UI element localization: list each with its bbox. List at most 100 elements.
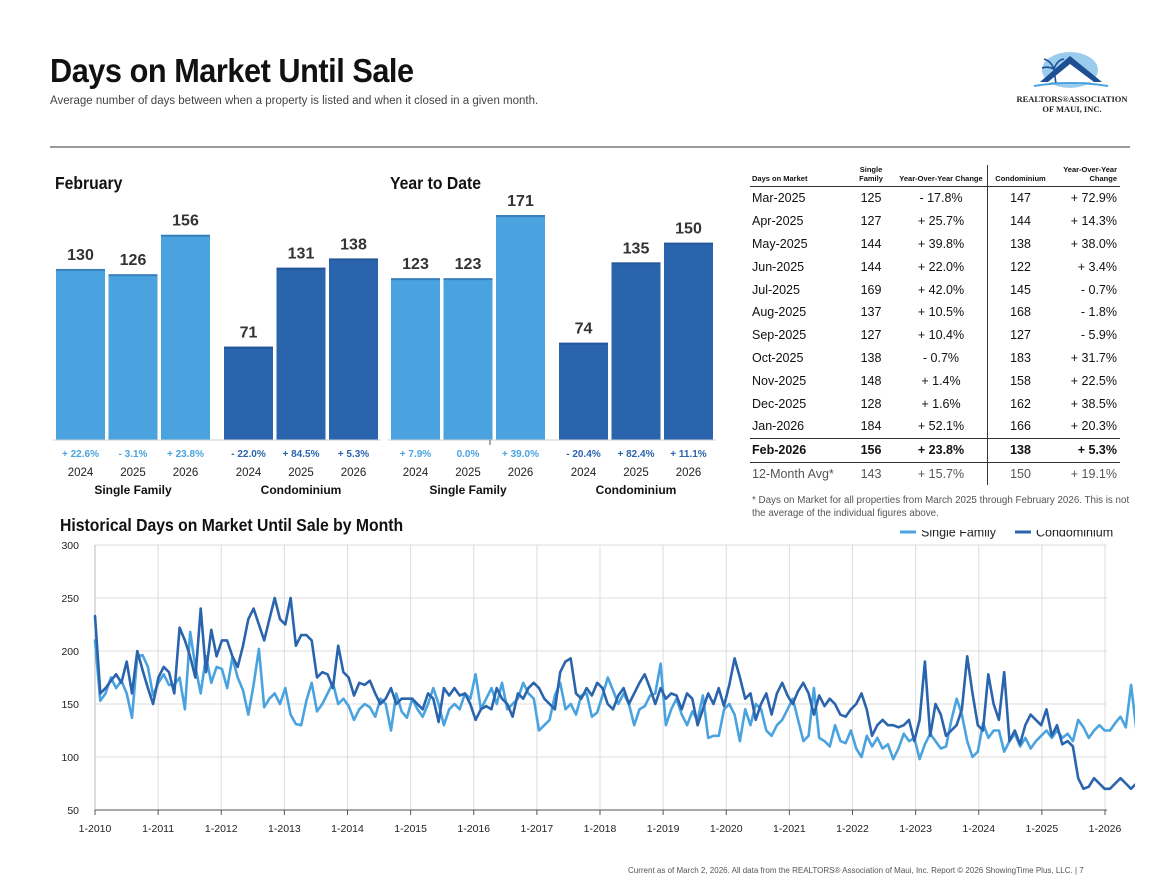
cell-month: 12-Month Avg* [752, 466, 834, 481]
bar-year-label: 2025 [455, 467, 481, 479]
bar-year-label: 2026 [508, 467, 534, 479]
cell-condo-change: - 5.9% [1080, 328, 1117, 343]
bar-year-label: 2026 [341, 467, 367, 479]
bar-group-label: Condominium [261, 483, 342, 497]
bar-single_family-2025 [108, 274, 158, 440]
cell-month: Jun-2025 [752, 259, 805, 274]
cell-month: Sep-2025 [752, 328, 807, 343]
x-tick-label: 1-2014 [331, 823, 364, 835]
bar-single_family-2024 [56, 268, 105, 440]
table-row: Sep-2025 127 + 10.4% 127 - 5.9% [750, 323, 1120, 347]
x-tick-label: 1-2021 [773, 823, 806, 835]
cell-condo: 162 [987, 392, 1053, 415]
bar-top-edge [161, 234, 210, 237]
table-body: Mar-2025 125 - 17.8% 147 + 72.9% Apr-2025 127 +… [750, 186, 1120, 486]
bar-change-label: + 5.3% [338, 449, 370, 460]
bar-group-label: Condominium [596, 483, 677, 497]
bar-single_family-2026 [496, 215, 545, 440]
y-tick-label: 200 [61, 646, 79, 658]
th-condominium: Condominium [987, 165, 1053, 187]
bar-condo-2026 [329, 258, 378, 440]
cell-condo-change: + 20.3% [1070, 419, 1117, 434]
bar-top-edge [559, 342, 608, 345]
bar-value-label: 135 [623, 240, 650, 257]
bar-condo-2025 [276, 267, 326, 440]
cell-sf: 144 [860, 259, 882, 274]
cell-condo-change: + 3.4% [1077, 259, 1117, 274]
cell-sf: 156 [847, 437, 895, 463]
cell-condo: 166 [987, 414, 1053, 439]
bar-top-edge [56, 268, 105, 271]
x-tick-label: 1-2016 [457, 823, 490, 835]
x-tick-label: 1-2022 [836, 823, 869, 835]
cell-condo: 168 [987, 300, 1053, 324]
cell-condo: 122 [987, 255, 1053, 279]
cell-month: Oct-2025 [752, 350, 804, 365]
bar-value-label: 71 [240, 325, 258, 342]
table-row: Nov-2025 148 + 1.4% 158 + 22.5% [750, 369, 1120, 393]
bar-top-edge [443, 278, 493, 281]
th-condo-change: Year-Over-Year Change [1053, 165, 1120, 187]
bar-value-label: 123 [455, 256, 482, 273]
section-title-historical: Historical Days on Market Until Sale by … [60, 515, 404, 535]
table-row: Feb-2026 156 + 23.8% 138 + 5.3% [750, 437, 1120, 463]
cell-condo-change: + 38.5% [1070, 396, 1117, 411]
x-tick-label: 1-2023 [899, 823, 932, 835]
x-tick-label: 1-2011 [142, 823, 174, 835]
cell-condo: 138 [987, 232, 1053, 256]
bar-group-label: Single Family [429, 483, 507, 497]
bar-top-edge [276, 267, 326, 270]
bar-year-label: 2024 [403, 467, 429, 479]
th-single-family: Single Family [847, 165, 895, 187]
bar-value-label: 123 [402, 256, 429, 273]
x-tick-label: 1-2012 [205, 823, 238, 835]
cell-month: Jan-2026 [752, 419, 805, 434]
table-row: Jan-2026 184 + 52.1% 166 + 20.3% [750, 414, 1120, 439]
series-line-single-family [93, 630, 1135, 761]
table-row: Jul-2025 169 + 42.0% 145 - 0.7% [750, 278, 1120, 301]
table-row: May-2025 144 + 39.8% 138 + 38.0% [750, 232, 1120, 256]
cell-sf-change: + 1.6% [921, 396, 961, 411]
logo-line1: REALTORS®ASSOCIATION [1016, 94, 1128, 104]
page-subtitle: Average number of days between when a pr… [50, 95, 539, 107]
table-row: Jun-2025 144 + 22.0% 122 + 3.4% [750, 255, 1120, 279]
y-tick-label: 300 [61, 540, 79, 552]
monthly-table: Days on Market Single Family Year-Over-Y… [750, 165, 1135, 486]
cell-sf-change: + 39.8% [917, 236, 965, 251]
bar-change-label: + 7.9% [400, 449, 432, 460]
cell-sf: 125 [860, 191, 882, 206]
bar-value-label: 126 [120, 252, 147, 269]
cell-sf: 127 [860, 328, 882, 343]
cell-sf-change: + 1.4% [921, 373, 961, 388]
cell-sf-change: + 22.0% [917, 259, 965, 274]
x-tick-label: 1-2024 [962, 823, 995, 835]
table-row: Dec-2025 128 + 1.6% 162 + 38.5% [750, 392, 1120, 415]
y-tick-label: 250 [61, 593, 79, 605]
cell-month: Nov-2025 [752, 373, 807, 388]
bar-charts: 130 + 22.6% 2024 126 - 3.1% 2025 156 + 23.8% 202… [53, 193, 716, 497]
table-row: 12-Month Avg* 143 + 15.7% 150 + 19.1% [750, 462, 1120, 486]
x-tick-label: 1-2020 [710, 823, 743, 835]
page-footer: Current as of March 2, 2026. All data fr… [628, 866, 1084, 875]
cell-condo: 144 [987, 209, 1053, 233]
bar-value-label: 131 [288, 246, 315, 263]
cell-condo: 183 [987, 346, 1053, 370]
bar-year-label: 2025 [623, 467, 649, 479]
bar-condo-2024 [224, 346, 273, 440]
table-row: Aug-2025 137 + 10.5% 168 - 1.8% [750, 300, 1120, 324]
y-tick-label: 150 [61, 699, 79, 711]
cell-condo: 145 [987, 278, 1053, 301]
bar-value-label: 150 [675, 221, 702, 238]
bar-top-edge [664, 242, 713, 245]
cell-sf: 127 [860, 214, 882, 229]
cell-sf-change: + 10.4% [917, 328, 965, 343]
bar-top-edge [329, 258, 378, 261]
bar-single_family-2025 [443, 278, 493, 440]
cell-condo-change: + 38.0% [1070, 236, 1117, 251]
x-tick-label: 1-2025 [1026, 823, 1059, 835]
cell-sf: 184 [860, 419, 882, 434]
bar-value-label: 138 [340, 236, 367, 253]
bar-value-label: 74 [575, 321, 593, 338]
cell-month: Apr-2025 [752, 214, 804, 229]
series-line-condominium [93, 596, 1135, 791]
